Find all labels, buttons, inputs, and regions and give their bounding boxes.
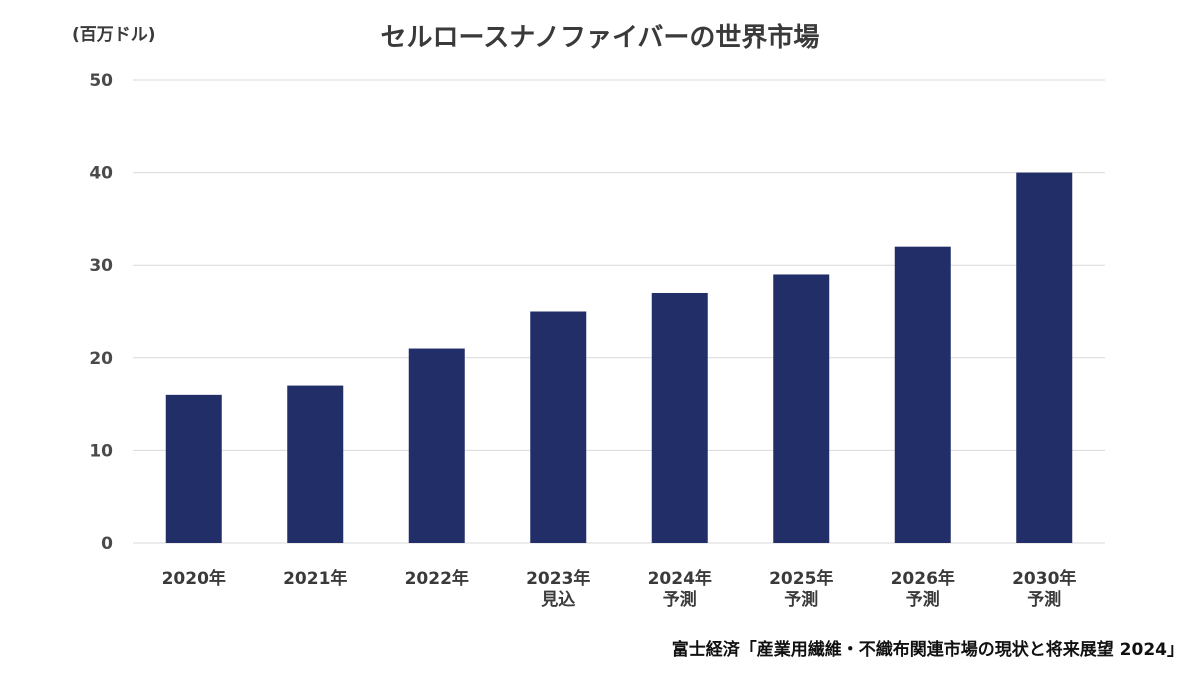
y-tick-label: 20 (89, 349, 113, 369)
bar (894, 246, 951, 543)
y-unit-label: (百万ドル) (72, 25, 156, 45)
bar (165, 394, 222, 543)
bar (530, 311, 587, 543)
bar (1016, 172, 1073, 543)
x-tick-sublabel: 予測 (784, 589, 818, 610)
x-tick-label: 2024年 (648, 568, 712, 589)
y-tick-label: 50 (89, 71, 113, 91)
x-tick-sublabel: 予測 (663, 589, 697, 610)
x-tick-label: 2022年 (405, 568, 469, 589)
x-tick-label: 2023年 (526, 568, 590, 589)
bar (287, 385, 344, 543)
bar (773, 274, 830, 543)
x-tick-label: 2021年 (283, 568, 347, 589)
chart-title: セルロースナノファイバーの世界市場 (381, 22, 820, 53)
y-tick-label: 30 (89, 256, 113, 276)
y-tick-label: 10 (89, 441, 113, 461)
bar (651, 292, 708, 543)
bar (408, 348, 465, 543)
x-tick-sublabel: 予測 (906, 589, 940, 610)
bars (165, 172, 1073, 543)
x-axis: 2020年 2021年 2022年 2023年見込2024年予測2025年予測2026… (162, 568, 1077, 610)
x-tick-sublabel: 見込 (540, 590, 575, 610)
y-tick-label: 0 (101, 534, 113, 554)
x-tick-label: 2025年 (769, 568, 833, 589)
x-tick-label: 2030年 (1012, 568, 1076, 589)
gridlines (133, 79, 1105, 544)
y-axis: 0 10 20 30 40 50 (89, 71, 113, 554)
x-tick-label: 2020年 (162, 568, 226, 589)
x-tick-label: 2026年 (891, 568, 955, 589)
x-tick-sublabel: 予測 (1027, 589, 1061, 610)
source-note: 富士経済「産業用繊維・不織布関連市場の現状と将来展望 2024」 (672, 639, 1184, 660)
y-tick-label: 40 (89, 164, 113, 184)
